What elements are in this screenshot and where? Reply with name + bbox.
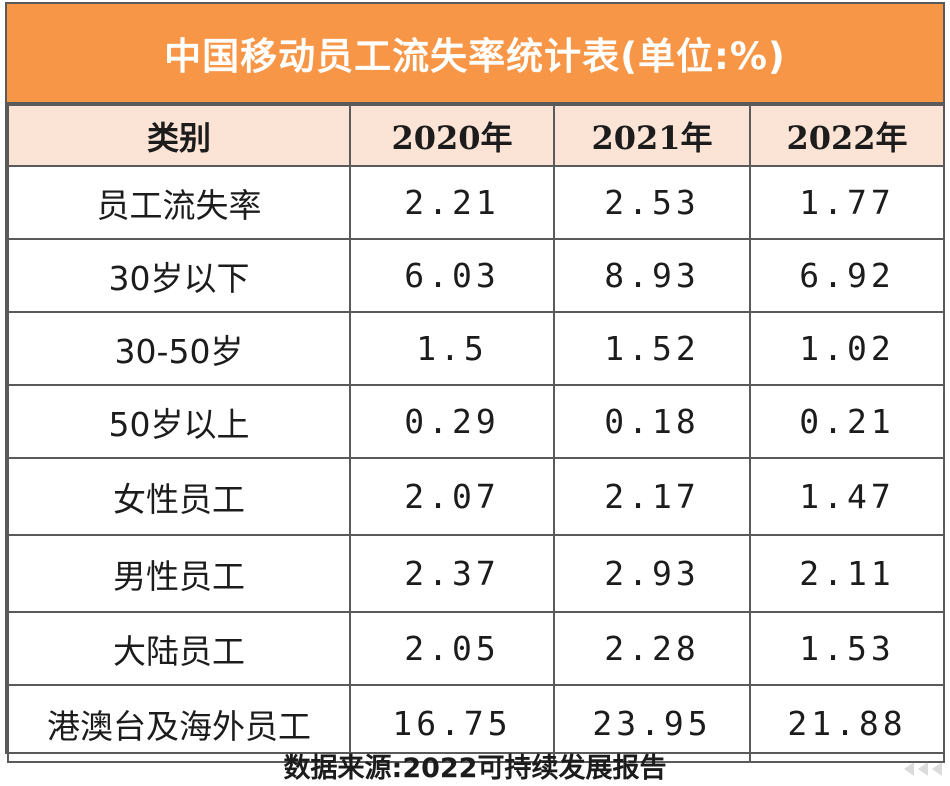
- row-label: 港澳台及海外员工: [7, 684, 351, 763]
- table-row: 30-50岁 1.5 1.52 1.02: [7, 311, 945, 386]
- table-row: 员工流失率 2.21 2.53 1.77: [7, 165, 945, 240]
- header-2020: 2020年: [349, 104, 555, 167]
- cell-2022: 1.53: [749, 611, 945, 686]
- header-category: 类别: [7, 104, 351, 167]
- cell-2020: 1.5: [349, 311, 555, 386]
- cell-2021: 0.18: [553, 384, 751, 459]
- attrition-table: 类别 2020年 2021年 2022年 员工流失率 2.21 2.53 1.7…: [7, 104, 945, 763]
- cell-2022: 1.47: [749, 457, 945, 536]
- table-title: 中国移动员工流失率统计表(单位:%): [7, 4, 943, 104]
- cell-2021: 23.95: [553, 684, 751, 763]
- cell-2020: 2.21: [349, 165, 555, 240]
- source-note: 数据来源:2022可持续发展报告: [283, 753, 667, 784]
- row-label: 男性员工: [7, 534, 351, 613]
- header-2021: 2021年: [553, 104, 751, 167]
- cell-2022: 1.77: [749, 165, 945, 240]
- row-label: 50岁以上: [7, 384, 351, 459]
- watermark-icon: [904, 762, 942, 776]
- cell-2022: 0.21: [749, 384, 945, 459]
- cell-2022: 21.88: [749, 684, 945, 763]
- cell-2022: 2.11: [749, 534, 945, 613]
- row-label: 员工流失率: [7, 165, 351, 240]
- row-label: 30-50岁: [7, 311, 351, 386]
- cell-2022: 6.92: [749, 238, 945, 313]
- table-row: 港澳台及海外员工 16.75 23.95 21.88: [7, 684, 945, 763]
- table-row: 50岁以上 0.29 0.18 0.21: [7, 384, 945, 459]
- cell-2021: 1.52: [553, 311, 751, 386]
- table-row: 大陆员工 2.05 2.28 1.53: [7, 611, 945, 686]
- header-row: 类别 2020年 2021年 2022年: [7, 104, 945, 167]
- stats-table-frame: 中国移动员工流失率统计表(单位:%) 类别 2020年 2021年 2022年 …: [5, 2, 945, 763]
- table-row: 女性员工 2.07 2.17 1.47: [7, 457, 945, 536]
- cell-2020: 2.37: [349, 534, 555, 613]
- cell-2021: 2.28: [553, 611, 751, 686]
- cell-2021: 2.93: [553, 534, 751, 613]
- cell-2020: 0.29: [349, 384, 555, 459]
- row-label: 30岁以下: [7, 238, 351, 313]
- row-label: 大陆员工: [7, 611, 351, 686]
- table-row: 男性员工 2.37 2.93 2.11: [7, 534, 945, 613]
- cell-2021: 2.17: [553, 457, 751, 536]
- cell-2020: 2.05: [349, 611, 555, 686]
- cell-2021: 2.53: [553, 165, 751, 240]
- header-2022: 2022年: [749, 104, 945, 167]
- row-label: 女性员工: [7, 457, 351, 536]
- cell-2022: 1.02: [749, 311, 945, 386]
- cell-2020: 16.75: [349, 684, 555, 763]
- table-row: 30岁以下 6.03 8.93 6.92: [7, 238, 945, 313]
- cell-2021: 8.93: [553, 238, 751, 313]
- cell-2020: 2.07: [349, 457, 555, 536]
- cell-2020: 6.03: [349, 238, 555, 313]
